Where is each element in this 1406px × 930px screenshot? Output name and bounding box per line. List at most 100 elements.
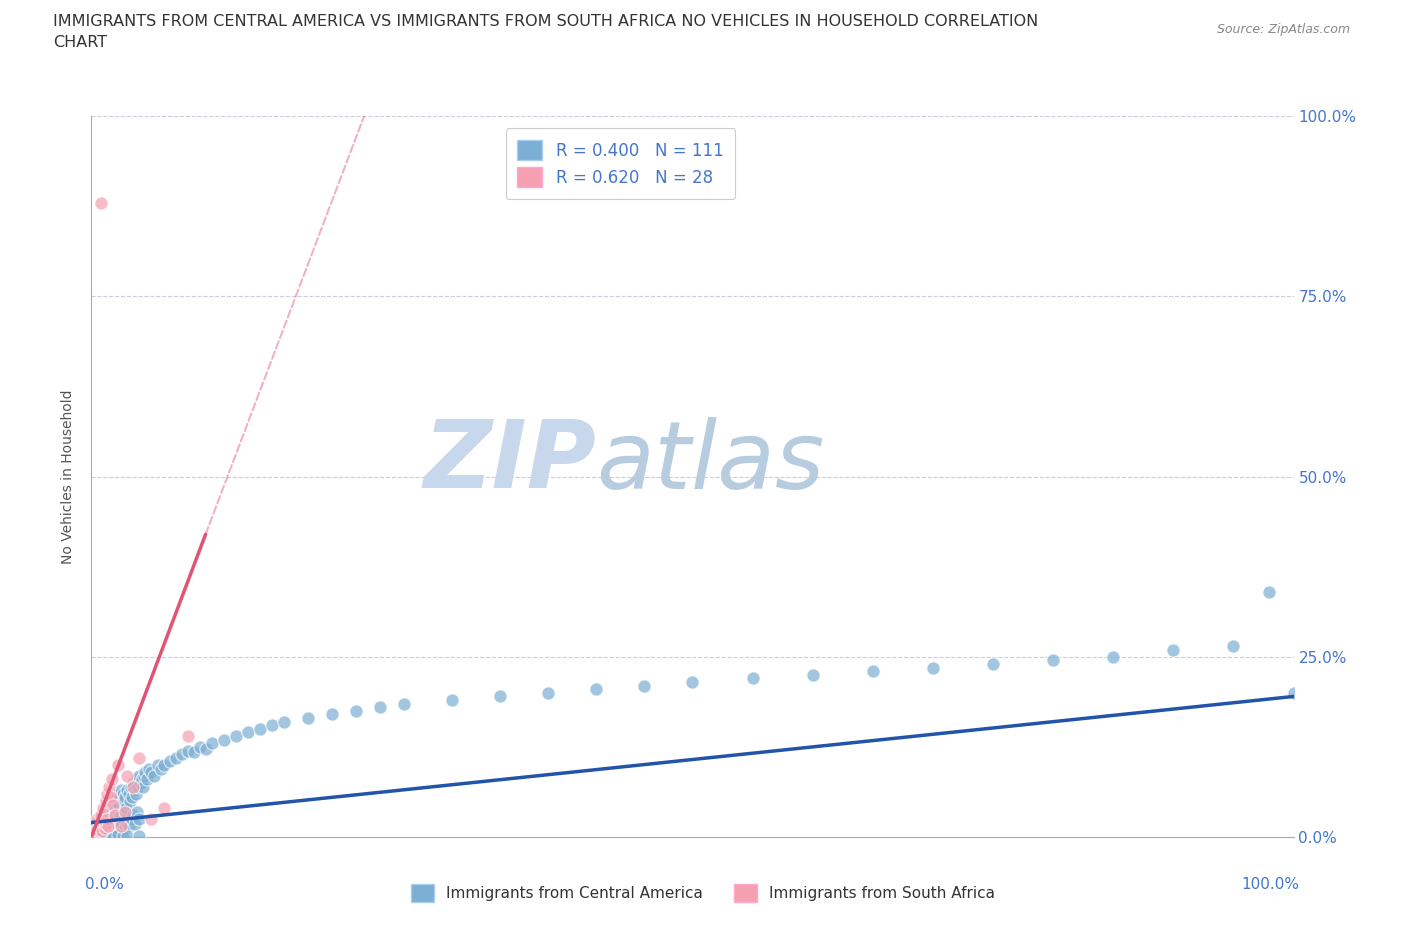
Text: 100.0%: 100.0% <box>1241 877 1299 892</box>
Point <box>93 821 115 836</box>
Point <box>104 793 127 808</box>
Point <box>801 668 824 683</box>
Legend: Immigrants from Central America, Immigrants from South Africa: Immigrants from Central America, Immigra… <box>405 878 1001 909</box>
Text: 0.0%: 0.0% <box>86 877 124 892</box>
Point <box>103 815 125 830</box>
Point <box>93 822 115 837</box>
Point <box>176 729 198 744</box>
Point <box>120 812 142 827</box>
Point <box>98 804 121 819</box>
Point <box>101 809 124 824</box>
Point <box>117 829 139 844</box>
Point <box>122 808 145 823</box>
Point <box>1161 642 1184 657</box>
Point <box>118 787 141 802</box>
Point <box>111 822 134 837</box>
Point <box>112 793 135 808</box>
Point <box>96 787 118 802</box>
Point <box>125 787 148 802</box>
Point <box>225 729 247 744</box>
Point <box>165 751 187 765</box>
Point <box>93 815 115 830</box>
Point <box>98 821 121 836</box>
Legend: R = 0.400   N = 111, R = 0.620   N = 28: R = 0.400 N = 111, R = 0.620 N = 28 <box>506 128 735 199</box>
Point <box>101 772 124 787</box>
Point <box>127 779 149 794</box>
Point <box>260 718 283 733</box>
Point <box>105 790 128 804</box>
Point <box>91 824 114 839</box>
Point <box>107 757 129 772</box>
Point <box>124 817 146 831</box>
Point <box>94 808 117 823</box>
Point <box>114 821 136 836</box>
Point <box>194 741 217 756</box>
Point <box>93 828 115 843</box>
Point <box>150 761 173 776</box>
Point <box>101 829 124 844</box>
Point <box>862 664 884 679</box>
Point <box>249 722 271 737</box>
Point <box>128 812 150 827</box>
Point <box>96 817 118 831</box>
Point <box>94 793 117 808</box>
Point <box>93 812 115 827</box>
Point <box>100 790 122 804</box>
Point <box>110 808 132 823</box>
Point <box>98 828 121 843</box>
Point <box>440 693 463 708</box>
Point <box>110 815 132 830</box>
Point <box>90 808 112 823</box>
Point <box>489 689 512 704</box>
Point <box>212 732 235 747</box>
Point <box>104 808 127 823</box>
Point <box>128 768 150 783</box>
Point <box>392 697 415 711</box>
Point <box>124 783 146 798</box>
Text: IMMIGRANTS FROM CENTRAL AMERICA VS IMMIGRANTS FROM SOUTH AFRICA NO VEHICLES IN H: IMMIGRANTS FROM CENTRAL AMERICA VS IMMIG… <box>53 14 1039 29</box>
Point <box>132 779 155 794</box>
Point <box>146 757 169 772</box>
Point <box>138 761 160 776</box>
Point <box>94 829 117 844</box>
Point <box>159 754 181 769</box>
Point <box>90 828 112 843</box>
Point <box>741 671 763 686</box>
Point <box>98 779 121 794</box>
Point <box>107 787 129 802</box>
Point <box>170 747 193 762</box>
Point <box>121 790 143 804</box>
Point <box>97 818 120 833</box>
Point <box>122 779 145 794</box>
Point <box>134 768 156 783</box>
Point <box>236 725 259 740</box>
Point <box>1102 649 1125 664</box>
Point <box>176 743 198 758</box>
Point <box>86 822 108 837</box>
Point <box>152 757 174 772</box>
Point <box>90 195 112 210</box>
Point <box>120 779 142 794</box>
Point <box>101 797 124 812</box>
Point <box>107 828 129 843</box>
Point <box>117 815 139 830</box>
Point <box>114 790 136 804</box>
Point <box>122 776 145 790</box>
Point <box>112 812 135 827</box>
Point <box>273 714 295 729</box>
Point <box>1258 585 1281 600</box>
Text: CHART: CHART <box>53 35 107 50</box>
Point <box>96 812 118 827</box>
Point <box>142 768 165 783</box>
Point <box>141 812 163 827</box>
Point <box>118 818 141 833</box>
Point <box>152 801 174 816</box>
Point <box>585 682 607 697</box>
Point <box>681 674 703 689</box>
Point <box>1282 685 1305 700</box>
Point <box>135 772 157 787</box>
Point <box>129 776 152 790</box>
Point <box>183 745 205 760</box>
Point <box>633 678 655 693</box>
Point <box>141 764 163 779</box>
